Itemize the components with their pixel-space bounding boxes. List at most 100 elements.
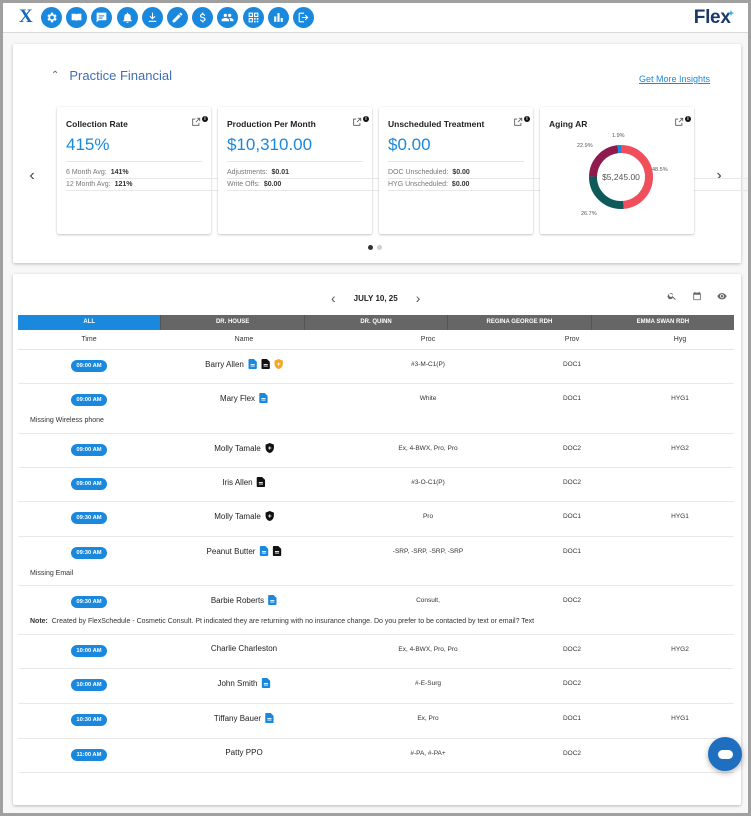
sub-label: Adjustments: [227, 169, 268, 176]
hyg-cell: HYG1 [671, 395, 689, 402]
open-external-icon[interactable] [191, 117, 201, 127]
patient-name-cell[interactable]: Mary Flex [220, 393, 268, 403]
info-icon[interactable]: i [524, 116, 530, 122]
tab-dr-quinn[interactable]: DR. QUINN [303, 315, 448, 330]
next-day-chevron-icon[interactable]: › [415, 290, 421, 306]
pencil-icon [172, 12, 183, 23]
patients-button[interactable] [217, 7, 239, 28]
time-badge[interactable]: 09:00 AM [71, 444, 107, 456]
column-header-time[interactable]: Time [81, 336, 97, 343]
info-icon[interactable]: i [685, 116, 691, 122]
patient-name-cell[interactable]: Barbie Roberts [211, 595, 277, 605]
search-icon[interactable] [667, 291, 677, 301]
tab-emma-swan-rdh[interactable]: EMMA SWAN RDH [590, 315, 735, 330]
appointment-row[interactable]: 09:30 AM Peanut Butter -SRP, -SRP, -SRP,… [18, 537, 734, 586]
orange-insurance-shield-icon[interactable] [274, 359, 283, 369]
time-badge[interactable]: 10:00 AM [71, 645, 107, 657]
tab-dr-house[interactable]: DR. HOUSE [160, 315, 304, 330]
time-badge[interactable]: 09:30 AM [71, 596, 107, 608]
info-icon[interactable]: i [363, 116, 369, 122]
column-header-hyg[interactable]: Hyg [673, 336, 687, 343]
x-logo-icon[interactable]: X [19, 6, 33, 27]
proc-cell: #-PA, #-PA+ [410, 750, 446, 757]
blue-document-icon[interactable] [259, 393, 268, 403]
collapse-chevron-icon[interactable]: ⌃ [51, 70, 60, 81]
appointment-row[interactable]: 09:00 AM Iris Allen #3-O-C1(P) DOC2 [18, 468, 734, 502]
notifications-button[interactable] [116, 7, 138, 28]
chat-support-button[interactable] [708, 737, 742, 771]
settings-button[interactable] [41, 7, 62, 28]
black-document-icon[interactable] [261, 359, 270, 369]
patient-name-cell[interactable]: Patty PPO [225, 748, 262, 757]
billing-button[interactable] [192, 7, 214, 28]
column-header-name[interactable]: Name [234, 336, 254, 343]
carousel-next-chevron-icon[interactable]: › [716, 167, 722, 184]
prev-day-chevron-icon[interactable]: ‹ [331, 290, 336, 306]
appointment-row[interactable]: 11:00 AM Patty PPO #-PA, #-PA+ DOC2 [18, 739, 734, 773]
black-document-icon[interactable] [256, 477, 266, 487]
download-button[interactable] [141, 7, 163, 28]
eye-icon[interactable] [717, 291, 727, 301]
time-badge[interactable]: 10:00 AM [71, 679, 107, 691]
gear-icon [47, 12, 57, 23]
patient-name-cell[interactable]: Molly Tamale [214, 443, 274, 453]
appointment-row[interactable]: 10:00 AM Charlie Charleston Ex, 4-BWX, P… [18, 635, 734, 669]
carousel-dot-2[interactable] [377, 245, 382, 250]
current-date: JULY 10, 25 [353, 293, 398, 303]
qr-button[interactable] [242, 7, 264, 28]
blue-document-icon[interactable] [259, 546, 269, 556]
patient-name-cell[interactable]: Barry Allen [205, 359, 283, 369]
blue-document-icon[interactable] [268, 595, 277, 605]
time-badge[interactable]: 09:30 AM [71, 512, 107, 524]
patient-name-cell[interactable]: Charlie Charleston [211, 644, 277, 653]
blue-document-icon[interactable] [261, 678, 271, 688]
proc-cell: Ex, 4-BWX, Pro, Pro [398, 646, 458, 653]
blue-document-icon[interactable] [265, 713, 274, 723]
appointment-row[interactable]: 10:30 AM Tiffany Bauer Ex, Pro DOC1 HYG1 [18, 704, 734, 739]
time-badge[interactable]: 09:00 AM [71, 360, 107, 372]
column-header-proc[interactable]: Proc [420, 336, 436, 343]
appointment-row[interactable]: 09:30 AM Barbie Roberts Consult, DOC2 No… [18, 586, 734, 635]
donut-center-label: $5,245.00 [602, 172, 640, 182]
open-external-icon[interactable] [674, 117, 684, 127]
patient-name-cell[interactable]: Iris Allen [222, 477, 266, 487]
time-badge[interactable]: 10:30 AM [71, 714, 107, 726]
edit-button[interactable] [166, 7, 188, 28]
time-badge[interactable]: 09:00 AM [71, 394, 107, 406]
prov-cell: DOC1 [562, 361, 582, 368]
open-external-icon[interactable] [352, 117, 362, 127]
column-header-prov[interactable]: Prov [564, 336, 580, 343]
black-insurance-shield-icon[interactable] [265, 443, 274, 453]
appointment-row[interactable]: 09:00 AM Barry Allen #3-M-C1(P) DOC1 [18, 350, 734, 384]
aging-ar-donut-chart[interactable]: $5,245.00 48.5% 26.7% 22.9% 1.9% [540, 107, 694, 234]
appointment-row[interactable]: 09:00 AM Mary Flex White DOC1 HYG1 Missi… [18, 384, 734, 434]
patient-name-cell[interactable]: Peanut Butter [207, 546, 282, 556]
messages-button[interactable] [91, 7, 113, 28]
tab-all[interactable]: ALL [18, 315, 161, 330]
time-badge[interactable]: 09:00 AM [71, 478, 107, 490]
blue-document-icon[interactable] [248, 359, 257, 369]
appointment-row[interactable]: 10:00 AM John Smith #-E-Surg DOC2 [18, 669, 734, 704]
open-external-icon[interactable] [513, 117, 523, 127]
get-more-insights-link[interactable]: Get More Insights [638, 74, 710, 84]
time-badge[interactable]: 11:00 AM [71, 749, 107, 761]
logout-button[interactable] [292, 7, 314, 28]
info-icon[interactable]: i [202, 116, 208, 122]
black-insurance-shield-icon[interactable] [265, 511, 274, 521]
reports-button[interactable] [267, 7, 289, 28]
appointment-note: Note: Created by FlexSchedule - Cosmetic… [30, 618, 534, 625]
patient-name-cell[interactable]: Tiffany Bauer [214, 713, 274, 723]
appointment-row[interactable]: 09:00 AM Molly Tamale Ex, 4-BWX, Pro, Pr… [18, 434, 734, 468]
time-badge[interactable]: 09:30 AM [71, 547, 107, 559]
patient-name-cell[interactable]: John Smith [217, 678, 271, 688]
carousel-dot-1[interactable] [368, 245, 373, 250]
card-title: Collection Rate [66, 119, 128, 129]
appointment-row[interactable]: 09:30 AM Molly Tamale Pro DOC1 HYG1 [18, 502, 734, 537]
calendar-icon[interactable] [692, 291, 702, 301]
carousel-prev-chevron-icon[interactable]: ‹ [29, 167, 35, 184]
tab-regina-george-rdh[interactable]: REGINA GEORGE RDH [447, 315, 591, 330]
library-button[interactable] [66, 7, 88, 28]
black-document-icon[interactable] [272, 546, 282, 556]
patient-name-cell[interactable]: Molly Tamale [214, 511, 274, 521]
aging-ar-card: Aging AR i $5,245.00 48.5% 26.7% 22.9% 1… [540, 107, 694, 234]
